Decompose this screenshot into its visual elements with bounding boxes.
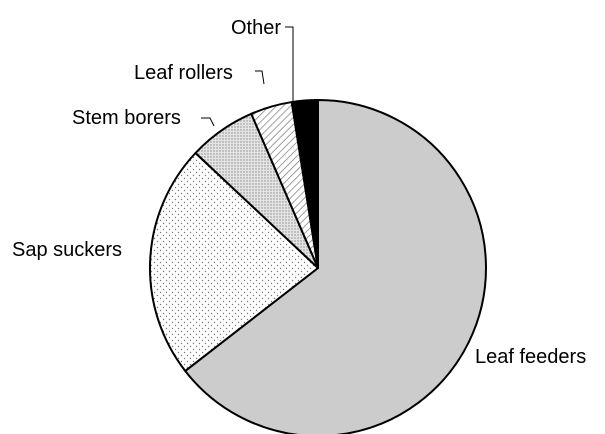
slice-label-leaf-feeders: Leaf feeders — [475, 346, 586, 368]
slice-label-other: Other — [231, 17, 281, 39]
slice-label-leaf-rollers: Leaf rollers — [134, 62, 233, 84]
leader-line-other — [285, 26, 294, 104]
slice-other — [290, 99, 319, 269]
slice-labels: Leaf feeders Sap suckers Stem borers Leaf r… — [12, 17, 586, 368]
slice-leaf-feeders — [184, 99, 487, 434]
leader-lines — [201, 26, 294, 127]
leader-line-leaf-rollers — [255, 70, 265, 85]
pie-slices — [149, 99, 487, 434]
leader-line-stem-borers — [201, 117, 215, 127]
slice-label-sap-suckers: Sap suckers — [12, 239, 122, 261]
slice-label-stem-borers: Stem borers — [72, 107, 181, 129]
slice-sap-suckers — [149, 152, 319, 372]
